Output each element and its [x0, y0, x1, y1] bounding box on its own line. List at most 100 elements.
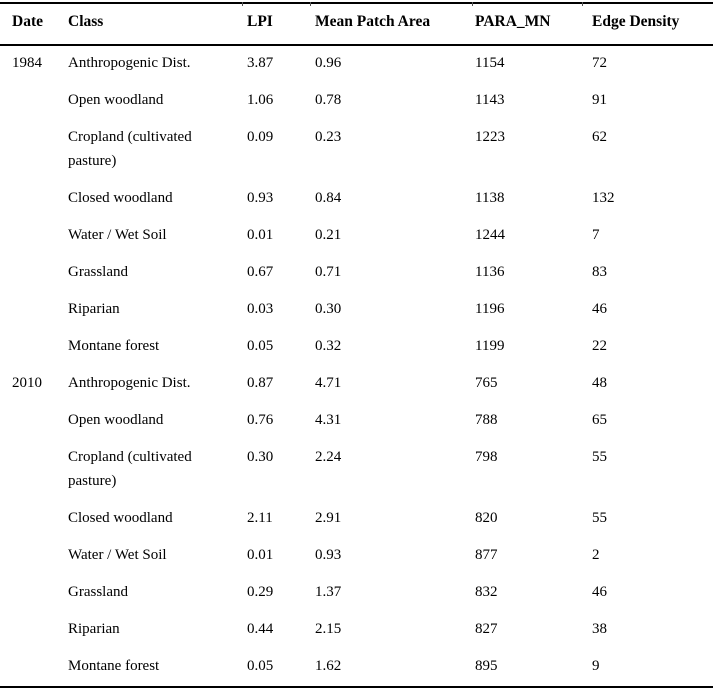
cell-edge: 55 [592, 510, 607, 526]
table-row: Water / Wet Soil 0.01 0.93 877 2 [0, 538, 713, 575]
cell-para: 798 [475, 449, 498, 465]
cell-edge: 72 [592, 55, 607, 71]
cell-lpi: 3.87 [247, 55, 274, 71]
cell-edge: 48 [592, 375, 607, 391]
cell-class: Open woodland [68, 92, 164, 108]
cell-class: Closed woodland [68, 510, 173, 526]
cell-para: 1154 [475, 55, 505, 71]
cell-para: 827 [475, 621, 498, 637]
cell-lpi: 0.01 [247, 547, 274, 563]
cell-mpa: 4.31 [315, 412, 342, 428]
cell-class: Montane forest [68, 658, 160, 674]
cell-para: 765 [475, 375, 498, 391]
cell-date [0, 218, 56, 255]
table-row: Riparian 0.44 2.15 827 38 [0, 612, 713, 649]
cell-class: Open woodland [68, 412, 164, 428]
table-row: Riparian 0.03 0.30 1196 46 [0, 292, 713, 329]
cell-date [0, 575, 56, 612]
cell-lpi: 0.05 [247, 658, 274, 674]
cell-class: Cropland (cultivated pasture) [68, 129, 192, 169]
cell-mpa: 1.62 [315, 658, 342, 674]
cell-edge: 55 [592, 449, 607, 465]
cell-edge: 91 [592, 92, 607, 108]
cell-para: 1244 [475, 227, 505, 243]
cell-lpi: 0.67 [247, 264, 274, 280]
cell-mpa: 2.91 [315, 510, 342, 526]
cell-class: Water / Wet Soil [68, 227, 167, 243]
cell-edge: 9 [592, 658, 600, 674]
column-boundary-tick [310, 2, 311, 6]
cell-mpa: 0.30 [315, 301, 342, 317]
header-lpi: LPI [242, 3, 310, 46]
table-row: Grassland 0.67 0.71 1136 83 [0, 255, 713, 292]
cell-lpi: 0.01 [247, 227, 274, 243]
cell-para: 1196 [475, 301, 505, 317]
table-row: 1984 Anthropogenic Dist. 3.87 0.96 1154 72 [0, 45, 713, 83]
cell-edge: 22 [592, 338, 607, 354]
cell-edge: 65 [592, 412, 607, 428]
cell-class: Water / Wet Soil [68, 547, 167, 563]
column-boundary-tick [582, 2, 583, 6]
cell-para: 895 [475, 658, 498, 674]
cell-lpi: 0.05 [247, 338, 274, 354]
cell-class: Closed woodland [68, 190, 173, 206]
cell-class: Grassland [68, 584, 128, 600]
cell-mpa: 2.15 [315, 621, 342, 637]
cell-date [0, 649, 56, 687]
cell-date [0, 83, 56, 120]
cell-mpa: 4.71 [315, 375, 342, 391]
cell-date [0, 181, 56, 218]
table-row: Cropland (cultivated pasture) 0.09 0.23 122… [0, 120, 713, 181]
header-date: Date [0, 3, 56, 46]
cell-edge: 46 [592, 584, 607, 600]
cell-lpi: 0.87 [247, 375, 274, 391]
cell-date: 2010 [12, 375, 42, 391]
cell-edge: 38 [592, 621, 607, 637]
cell-para: 1223 [475, 129, 505, 145]
header-edge-density: Edge Density [582, 3, 713, 46]
cell-lpi: 0.29 [247, 584, 274, 600]
cell-mpa: 0.71 [315, 264, 342, 280]
cell-date [0, 403, 56, 440]
cell-mpa: 0.32 [315, 338, 342, 354]
cell-edge: 46 [592, 301, 607, 317]
header-row: Date Class LPI Mean Patch Area PARA_MN E… [0, 3, 713, 46]
table-row: Closed woodland 0.93 0.84 1138 132 [0, 181, 713, 218]
header-mean-patch-area: Mean Patch Area [310, 3, 472, 46]
cell-class: Riparian [68, 301, 120, 317]
cell-lpi: 0.09 [247, 129, 274, 145]
cell-para: 1138 [475, 190, 505, 206]
cell-date [0, 329, 56, 366]
cell-date: 1984 [12, 55, 42, 71]
cell-class: Anthropogenic Dist. [68, 375, 191, 391]
cell-lpi: 0.03 [247, 301, 274, 317]
cell-lpi: 0.30 [247, 449, 274, 465]
cell-date [0, 538, 56, 575]
cell-lpi: 2.11 [247, 510, 273, 526]
cell-edge: 2 [592, 547, 600, 563]
cell-mpa: 0.93 [315, 547, 342, 563]
table-header: Date Class LPI Mean Patch Area PARA_MN E… [0, 3, 713, 46]
table-body: 1984 Anthropogenic Dist. 3.87 0.96 1154 72 Ope… [0, 45, 713, 687]
cell-para: 1136 [475, 264, 505, 280]
cell-mpa: 1.37 [315, 584, 342, 600]
cell-class: Riparian [68, 621, 120, 637]
cell-class: Grassland [68, 264, 128, 280]
cell-date [0, 501, 56, 538]
cell-lpi: 1.06 [247, 92, 274, 108]
cell-date [0, 292, 56, 329]
cell-mpa: 0.21 [315, 227, 342, 243]
cell-date [0, 440, 56, 501]
cell-class: Cropland (cultivated pasture) [68, 449, 192, 489]
cell-date [0, 612, 56, 649]
cell-para: 832 [475, 584, 498, 600]
cell-edge: 132 [592, 190, 615, 206]
cell-para: 788 [475, 412, 498, 428]
table-row: Open woodland 0.76 4.31 788 65 [0, 403, 713, 440]
cell-edge: 7 [592, 227, 600, 243]
header-class: Class [56, 3, 242, 46]
cell-mpa: 2.24 [315, 449, 342, 465]
cell-lpi: 0.76 [247, 412, 274, 428]
cell-mpa: 0.96 [315, 55, 342, 71]
